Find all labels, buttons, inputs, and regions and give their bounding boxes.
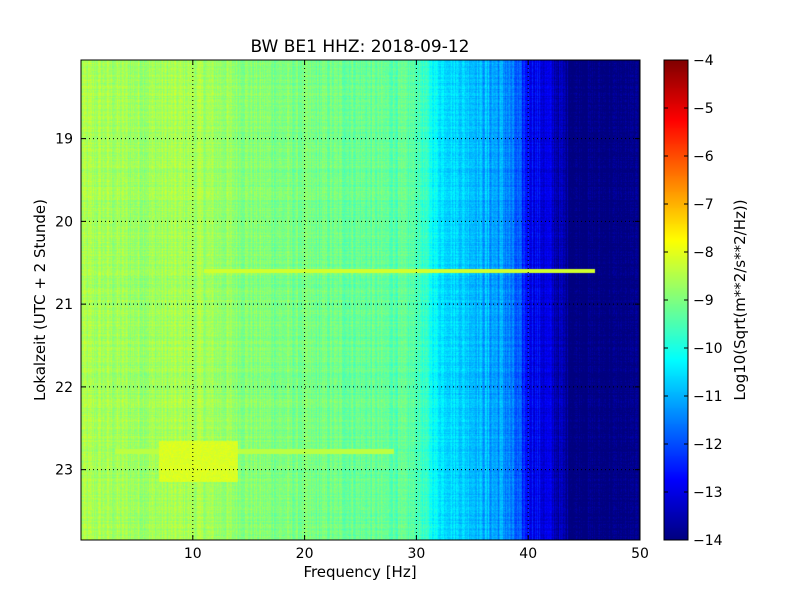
colorbar-tick-label: −5 <box>693 101 714 117</box>
y-tick-label: 20 <box>55 214 73 230</box>
x-tick-label: 30 <box>407 546 425 562</box>
colorbar-tick-label: −11 <box>693 389 723 405</box>
x-axis: 10 20 30 40 50 <box>184 60 649 562</box>
colorbar-tick-label: −10 <box>693 341 723 357</box>
y-tick-label: 22 <box>55 380 73 396</box>
y-tick-label: 21 <box>55 297 73 313</box>
x-tick-label: 50 <box>631 546 649 562</box>
x-tick-label: 40 <box>519 546 537 562</box>
chart-title: BW BE1 HHZ: 2018-09-12 <box>250 37 469 57</box>
y-tick-label: 19 <box>55 132 73 148</box>
y-axis-label: Lokalzeit (UTC + 2 Stunde) <box>31 199 49 401</box>
colorbar-tick-label: −4 <box>693 53 714 69</box>
plot-frame <box>80 59 641 541</box>
colorbar-tick-label: −14 <box>693 533 723 549</box>
colorbar: −4 −5 −6 −7 −8 −9 −10 −11 −12 −13 −14 Log10(Sqrt(m… <box>663 53 749 549</box>
colorbar-tick-label: −6 <box>693 149 714 165</box>
y-axis: 19 20 21 22 23 <box>55 132 640 479</box>
y-tick-label: 23 <box>55 463 73 479</box>
colorbar-tick-label: −7 <box>693 197 714 213</box>
spectrogram-plot <box>80 59 641 541</box>
x-tick-label: 10 <box>184 546 202 562</box>
colorbar-tick-label: −8 <box>693 245 714 261</box>
colorbar-tick-label: −12 <box>693 437 723 453</box>
colorbar-ticks: −4 −5 −6 −7 −8 −9 −10 −11 −12 −13 −14 <box>664 53 723 549</box>
x-axis-label: Frequency [Hz] <box>303 563 416 581</box>
colorbar-label: Log10(Sqrt(m**2/s**2/Hz)) <box>731 199 749 400</box>
grid-lines <box>81 60 640 540</box>
x-tick-label: 20 <box>296 546 314 562</box>
spectrogram-heatmap <box>81 60 640 540</box>
colorbar-tick-label: −13 <box>693 485 723 501</box>
colorbar-tick-label: −9 <box>693 293 714 309</box>
